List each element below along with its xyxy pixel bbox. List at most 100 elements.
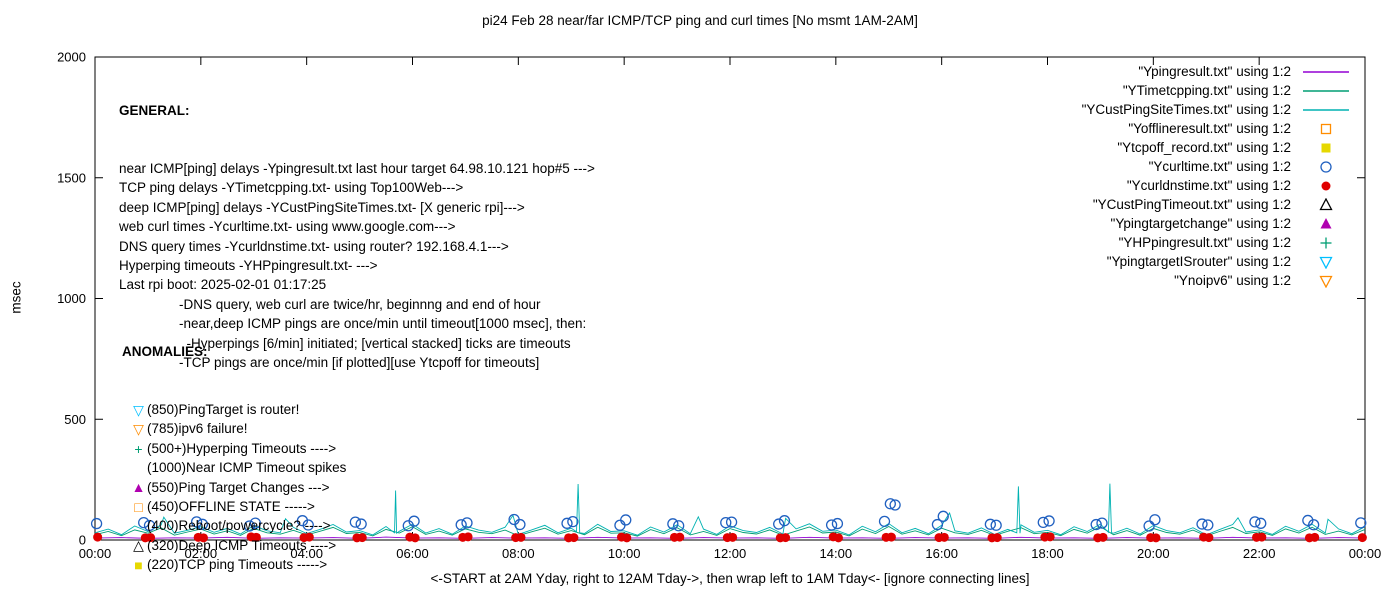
x-tick-label: 02:00	[185, 546, 218, 561]
legend-entry: "Ynoipv6" using 1:2	[1082, 271, 1354, 290]
y-axis-ticks: 0 500 1000 1500 2000	[57, 50, 1365, 548]
x-tick-label: 18:00	[1031, 546, 1064, 561]
general-line: Last rpi boot: 2025-02-01 01:17:25	[119, 277, 327, 293]
anomaly-item: + (500+)Hyperping Timeouts ---->	[122, 439, 346, 458]
y-axis-label: msec	[8, 281, 24, 314]
legend-entry: "Ycurltime.txt" using 1:2	[1082, 157, 1354, 176]
anomaly-text: (320)Deep ICMP Timeouts ---->	[147, 537, 337, 553]
legend-label: "Yofflineresult.txt" using 1:2	[1128, 121, 1291, 136]
anomaly-text: (400)Reboot/powercycle? ---->	[147, 518, 331, 534]
plus-icon: +	[134, 440, 143, 457]
anomaly-item: ■ (220)TCP ping Timeouts ----->	[122, 555, 346, 574]
legend-entry: "YTimetcpping.txt" using 1:2	[1082, 81, 1354, 100]
triangle-filled-icon	[1320, 217, 1332, 228]
anomaly-text: (785)ipv6 failure!	[147, 421, 248, 437]
anomaly-item: (1000)Near ICMP Timeout spikes	[122, 458, 346, 477]
anomalies-heading: ANOMALIES:	[122, 343, 208, 359]
triangle-down-open-icon: ▽	[133, 421, 144, 438]
triangle-open-icon: △	[133, 537, 144, 554]
anomaly-text: (500+)Hyperping Timeouts ---->	[147, 440, 337, 456]
triangle-open-icon	[1319, 197, 1333, 210]
anomaly-item: △ (320)Deep ICMP Timeouts ---->	[122, 536, 346, 555]
square-filled-icon	[1321, 143, 1331, 152]
square-open-icon	[1320, 123, 1332, 134]
x-tick-label: 16:00	[925, 546, 958, 561]
legend-label: "Ycurldnstime.txt" using 1:2	[1126, 178, 1291, 193]
legend-entry: "Ycurldnstime.txt" using 1:2	[1082, 176, 1354, 195]
general-line: -near,deep ICMP pings are once/min until…	[119, 316, 587, 332]
general-line: web curl times -Ycurltime.txt- using www…	[119, 219, 456, 235]
triangle-filled-icon: ▲	[131, 479, 146, 496]
anomalies-notes: ANOMALIES: ▽ (850)PingTarget is router! ▽(…	[122, 303, 346, 600]
general-line: near ICMP[ping] delays -Ypingresult.txt …	[119, 161, 595, 177]
triangle-down-open-icon	[1319, 256, 1333, 269]
circle-filled-icon	[1321, 181, 1331, 190]
x-tick-label: 08:00	[502, 546, 535, 561]
legend-entry: "YCustPingTimeout.txt" using 1:2	[1082, 195, 1354, 214]
legend-label: "YHPpingresult.txt" using 1:2	[1118, 235, 1291, 250]
x-tick-label: 04:00	[290, 546, 323, 561]
anomaly-text: (550)Ping Target Changes --->	[147, 479, 330, 495]
square-filled-icon: ■	[134, 556, 143, 573]
legend-entry: "YCustPingSiteTimes.txt" using 1:2	[1082, 100, 1354, 119]
plus-icon	[1320, 237, 1332, 248]
general-line: Hyperping timeouts -YHPpingresult.txt- -…	[119, 258, 378, 274]
legend-entry: "Ypingresult.txt" using 1:2	[1082, 62, 1354, 81]
legend-label: "YpingtargetISrouter" using 1:2	[1106, 254, 1291, 269]
legend-label: "Ypingresult.txt" using 1:2	[1138, 64, 1291, 79]
general-line: deep ICMP[ping] delays -YCustPingSiteTim…	[119, 199, 525, 215]
general-line: -TCP pings are once/min [if plotted][use…	[119, 355, 540, 371]
general-line: TCP ping delays -YTimetcpping.txt- using…	[119, 180, 464, 196]
anomaly-item: □ (450)OFFLINE STATE ----->	[122, 497, 346, 516]
x-tick-label: 12:00	[714, 546, 747, 561]
legend-entry: "Yofflineresult.txt" using 1:2	[1082, 119, 1354, 138]
circle-open-icon	[1320, 160, 1332, 173]
x-axis-label: <-START at 2AM Yday, right to 12AM Tday-…	[430, 571, 1030, 586]
legend-label: "YTimetcpping.txt" using 1:2	[1122, 83, 1291, 98]
anomaly-text: (1000)Near ICMP Timeout spikes	[147, 460, 347, 476]
x-tick-label: 14:00	[820, 546, 853, 561]
legend-label: "Ycurltime.txt" using 1:2	[1148, 159, 1291, 174]
square-open-icon: □	[134, 498, 143, 515]
anomaly-item: ▲ (550)Ping Target Changes --->	[122, 478, 346, 497]
y-tick-label: 500	[64, 412, 86, 427]
x-tick-label: 06:00	[396, 546, 429, 561]
triangle-down-open-icon: ▽	[133, 401, 144, 418]
legend-label: "YCustPingSiteTimes.txt" using 1:2	[1081, 102, 1291, 117]
x-tick-label: 22:00	[1243, 546, 1276, 561]
y-tick-label: 1000	[57, 291, 86, 306]
line-sample-icon	[1303, 70, 1349, 73]
anomaly-text: (450)OFFLINE STATE ----->	[147, 498, 315, 514]
general-notes: GENERAL: near ICMP[ping] delays -Ypingre…	[119, 62, 595, 411]
legend-entry: "Ytcpoff_record.txt" using 1:2	[1082, 138, 1354, 157]
x-axis-ticks: 00:00 02:00 04:00 06:00 08:00 10:00 12:00 14:00…	[79, 57, 1382, 561]
general-line: -Hyperpings [6/min] initiated; [vertical…	[119, 335, 571, 351]
legend-entry: "YpingtargetISrouter" using 1:2	[1082, 252, 1354, 271]
general-line: DNS query times -Ycurldnstime.txt- using…	[119, 238, 509, 254]
general-line: -DNS query, web curl are twice/hr, begin…	[119, 296, 541, 312]
triangle-down-open-icon	[1319, 275, 1333, 288]
legend-label: "Ynoipv6" using 1:2	[1174, 273, 1291, 288]
anomaly-item: ▽ (850)PingTarget is router!	[122, 400, 346, 419]
x-tick-label: 10:00	[608, 546, 641, 561]
chart-title: pi24 Feb 28 near/far ICMP/TCP ping and c…	[482, 13, 918, 28]
series-Ycurltime-markers	[90, 498, 1367, 532]
y-tick-label: 0	[79, 533, 86, 548]
general-lines: near ICMP[ping] delays -Ypingresult.txt …	[119, 159, 595, 372]
anomaly-text: (850)PingTarget is router!	[147, 402, 300, 418]
line-sample-icon	[1303, 89, 1349, 92]
anomaly-item: ▽ (785)ipv6 failure!	[122, 419, 346, 438]
anomaly-item: (400)Reboot/powercycle? ---->	[122, 516, 346, 535]
legend-label: "Ypingtargetchange" using 1:2	[1110, 216, 1291, 231]
general-heading: GENERAL:	[119, 102, 190, 118]
legend-label: "YCustPingTimeout.txt" using 1:2	[1092, 197, 1291, 212]
y-tick-label: 1500	[57, 170, 86, 185]
legend: "Ypingresult.txt" using 1:2 "YTimetcpping…	[1082, 62, 1354, 290]
anomaly-text: (220)TCP ping Timeouts ----->	[147, 557, 328, 573]
line-sample-icon	[1303, 108, 1349, 111]
legend-entry: "YHPpingresult.txt" using 1:2	[1082, 233, 1354, 252]
legend-label: "Ytcpoff_record.txt" using 1:2	[1117, 140, 1291, 155]
x-tick-label: 00:00	[1349, 546, 1382, 561]
